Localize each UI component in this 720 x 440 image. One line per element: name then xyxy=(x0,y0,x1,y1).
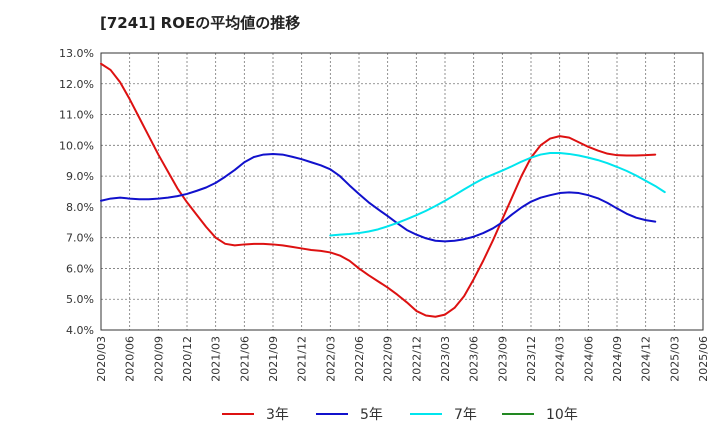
x-tick-label: 2020/12 xyxy=(181,336,194,382)
legend-label-4: 10年 xyxy=(546,407,578,423)
x-tick-label: 2024/03 xyxy=(554,336,567,382)
y-tick-label: 6.0% xyxy=(66,262,94,275)
y-tick-label: 4.0% xyxy=(66,324,94,337)
legend-label-2: 5年 xyxy=(360,407,383,423)
x-tick-label: 2020/03 xyxy=(95,336,108,382)
chart-title: [7241] ROEの平均値の推移 xyxy=(100,14,301,32)
y-tick-label: 9.0% xyxy=(66,170,94,183)
series-line-3 xyxy=(329,152,666,237)
y-tick-label: 5.0% xyxy=(66,293,94,306)
y-tick-label: 10.0% xyxy=(59,139,94,152)
x-tick-label: 2024/12 xyxy=(640,336,653,382)
x-tick-label: 2023/12 xyxy=(525,336,538,382)
plot-frame xyxy=(100,52,704,331)
x-tick-label: 2022/06 xyxy=(353,336,366,382)
series-line-1 xyxy=(100,62,657,318)
x-tick-label: 2024/09 xyxy=(611,336,624,382)
x-tick-label: 2021/06 xyxy=(238,336,251,382)
x-tick-label: 2025/03 xyxy=(668,336,681,382)
x-tick-label: 2023/09 xyxy=(496,336,509,382)
legend-label-1: 3年 xyxy=(266,407,289,423)
x-tick-label: 2021/03 xyxy=(210,336,223,382)
series-line-2 xyxy=(100,152,657,243)
plot-area xyxy=(101,53,703,330)
x-tick-label: 2024/06 xyxy=(582,336,595,382)
x-tick-label: 2021/12 xyxy=(296,336,309,382)
x-tick-label: 2025/06 xyxy=(697,336,710,382)
x-tick-label: 2022/03 xyxy=(324,336,337,382)
y-tick-label: 13.0% xyxy=(59,47,94,60)
x-tick-label: 2020/06 xyxy=(124,336,137,382)
legend-label-3: 7年 xyxy=(454,407,477,423)
x-tick-label: 2020/09 xyxy=(152,336,165,382)
x-tick-label: 2022/12 xyxy=(410,336,423,382)
x-tick-label: 2022/09 xyxy=(382,336,395,382)
x-tick-label: 2021/09 xyxy=(267,336,280,382)
x-tick-label: 2023/06 xyxy=(468,336,481,382)
x-tick-label: 2023/03 xyxy=(439,336,452,382)
y-tick-label: 11.0% xyxy=(59,109,94,122)
y-tick-label: 12.0% xyxy=(59,78,94,91)
y-tick-label: 7.0% xyxy=(66,232,94,245)
y-tick-label: 8.0% xyxy=(66,201,94,214)
